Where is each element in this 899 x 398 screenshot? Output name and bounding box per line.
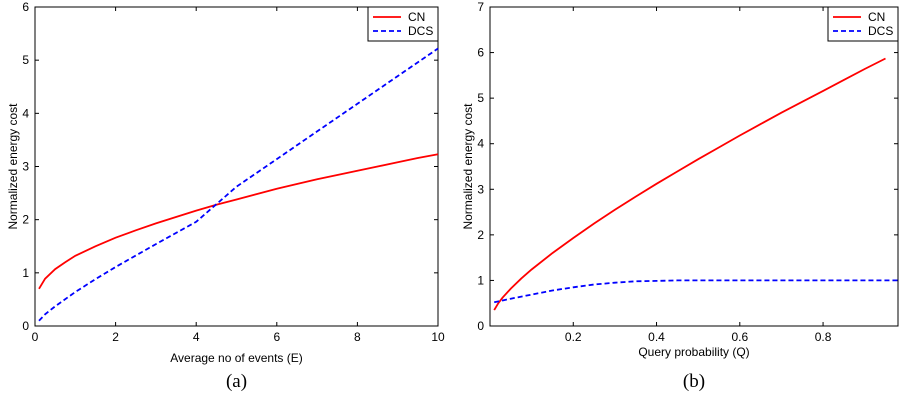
x-tick-label: 0.8	[815, 330, 832, 344]
plot-area	[34, 6, 439, 327]
y-tick-label: 6	[22, 0, 29, 14]
y-tick-label: 6	[477, 46, 484, 60]
y-tick-label: 7	[477, 0, 484, 14]
legend-label: DCS	[408, 24, 433, 38]
y-tick-label: 3	[22, 160, 29, 174]
legend-box	[367, 6, 439, 42]
y-axis-title: Normalized energy cost	[461, 103, 475, 230]
x-tick-label: 6	[273, 330, 280, 344]
legend-label: CN	[408, 10, 425, 24]
series-line-dcs	[494, 279, 898, 304]
series-line-dcs	[38, 47, 439, 322]
legend-label: DCS	[868, 24, 893, 38]
x-tick-label: 0	[32, 330, 39, 344]
panel-caption: (a)	[226, 371, 247, 392]
y-tick-label: 5	[477, 91, 484, 105]
y-tick-label: 1	[477, 273, 484, 287]
x-tick-label: 0.4	[648, 330, 665, 344]
y-tick-label: 3	[477, 182, 484, 196]
x-tick-label: 2	[112, 330, 119, 344]
y-tick-label: 2	[22, 213, 29, 227]
y-tick-label: 0	[22, 319, 29, 333]
panel-caption: (b)	[683, 371, 705, 392]
y-tick-label: 4	[22, 106, 29, 120]
x-axis-title: Average no of events (E)	[170, 351, 303, 365]
x-tick-label: 8	[354, 330, 361, 344]
x-tick-label: 10	[431, 330, 445, 344]
x-tick-label: 0.6	[731, 330, 748, 344]
x-tick-label: 0.2	[565, 330, 582, 344]
x-axis-title: Query probability (Q)	[638, 345, 749, 359]
y-tick-label: 1	[22, 266, 29, 280]
legend-label: CN	[868, 10, 885, 24]
series-line-cn	[493, 57, 886, 311]
y-tick-label: 4	[477, 137, 484, 151]
y-tick-label: 0	[477, 319, 484, 333]
plot-area	[489, 6, 899, 327]
y-axis-title: Normalized energy cost	[6, 103, 20, 230]
x-tick-label: 4	[193, 330, 200, 344]
y-tick-label: 2	[477, 228, 484, 242]
legend-box	[827, 6, 899, 42]
y-tick-label: 5	[22, 53, 29, 67]
